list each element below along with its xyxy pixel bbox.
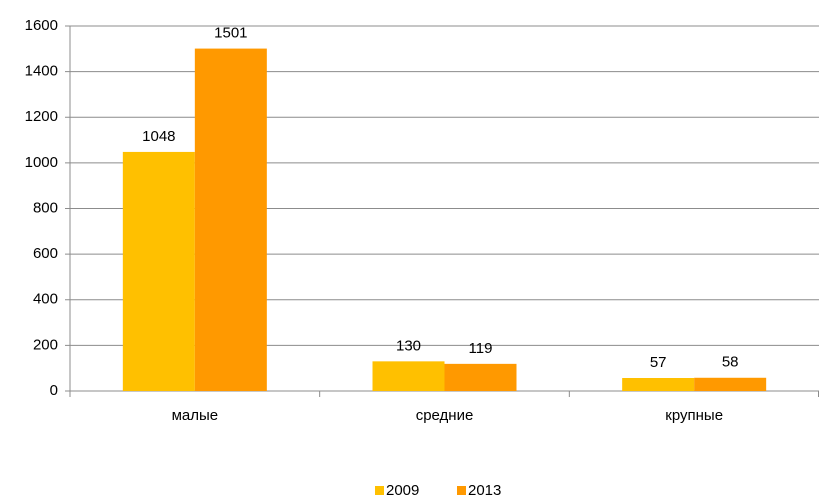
data-label: 1501 bbox=[214, 25, 247, 42]
data-label: 57 bbox=[650, 354, 667, 371]
y-tick-label: 1000 bbox=[25, 154, 58, 171]
data-label: 119 bbox=[469, 340, 493, 357]
y-tick-label: 200 bbox=[33, 336, 58, 353]
bar bbox=[194, 48, 267, 391]
legend-swatch bbox=[375, 486, 384, 495]
bar bbox=[694, 377, 767, 391]
legend-swatch bbox=[457, 486, 466, 495]
bar bbox=[444, 363, 517, 391]
y-tick-label: 0 bbox=[50, 382, 58, 399]
data-label: 1048 bbox=[142, 128, 175, 145]
data-label: 58 bbox=[722, 354, 739, 371]
legend-label: 2013 bbox=[468, 482, 501, 497]
bar bbox=[372, 361, 445, 391]
y-tick-label: 1600 bbox=[25, 17, 58, 34]
x-tick-label: малые bbox=[172, 407, 219, 424]
bar bbox=[622, 377, 695, 391]
data-label: 130 bbox=[396, 337, 421, 354]
y-tick-label: 400 bbox=[33, 291, 58, 308]
x-tick-label: средние bbox=[416, 407, 474, 424]
bar bbox=[122, 151, 195, 391]
y-tick-label: 1400 bbox=[25, 63, 58, 80]
x-tick-label: крупные bbox=[665, 407, 723, 424]
legend-label: 2009 bbox=[386, 482, 419, 497]
y-tick-label: 600 bbox=[33, 245, 58, 262]
y-tick-label: 1200 bbox=[25, 108, 58, 125]
y-tick-label: 800 bbox=[33, 199, 58, 216]
